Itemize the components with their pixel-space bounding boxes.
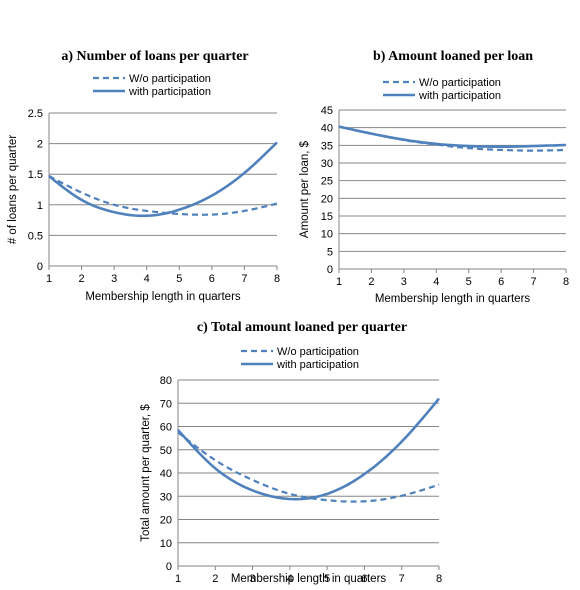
x-tick-label: 7 — [241, 273, 247, 285]
chart-title: b) Amount loaned per loan — [373, 49, 533, 64]
x-tick-label: 7 — [399, 573, 405, 585]
y-tick-label: 0.5 — [28, 230, 43, 242]
y-axis-label: Total amount per quarter, $ — [140, 404, 152, 542]
x-tick-label: 2 — [368, 276, 374, 288]
y-tick-label: 5 — [327, 246, 333, 258]
chart-title: a) Number of loans per quarter — [61, 49, 248, 64]
x-axis-label: Membership length in quarters — [231, 573, 387, 585]
chart-title: c) Total amount loaned per quarter — [197, 320, 407, 335]
series-line-with-participation — [177, 397, 441, 501]
legend-label: with participation — [276, 359, 359, 371]
y-tick-label: 0 — [327, 264, 333, 276]
chart-panel-0: a) Number of loans per quarter 0 0.5 1 1.5 2 2… — [7, 49, 280, 303]
y-tick-label: 20 — [160, 515, 172, 527]
x-tick-label: 1 — [46, 273, 52, 285]
legend-label: with participation — [418, 90, 501, 102]
series-line-with-participation — [48, 141, 278, 218]
legend-label: W/o participation — [277, 346, 359, 358]
y-tick-label: 10 — [160, 538, 172, 550]
x-tick-label: 1 — [336, 276, 342, 288]
y-tick-label: 70 — [160, 398, 172, 410]
x-tick-label: 4 — [433, 276, 439, 288]
y-tick-label: 60 — [160, 422, 172, 434]
y-tick-label: 45 — [321, 105, 333, 117]
x-tick-label: 3 — [401, 276, 407, 288]
y-tick-label: 40 — [321, 123, 333, 135]
legend-label: with participation — [128, 86, 211, 98]
x-tick-label: 5 — [324, 573, 330, 585]
x-tick-label: 8 — [274, 273, 280, 285]
x-tick-label: 6 — [209, 273, 215, 285]
x-tick-label: 3 — [111, 273, 117, 285]
y-tick-label: 2.5 — [28, 108, 43, 120]
x-tick-label: 5 — [466, 276, 472, 288]
y-tick-label: 2 — [37, 139, 43, 151]
x-tick-label: 2 — [79, 273, 85, 285]
chart-panel-2: c) Total amount loaned per quarter 0 10 20 3… — [140, 320, 442, 585]
x-tick-label: 3 — [250, 573, 256, 585]
series-line-without-participation — [338, 125, 567, 152]
x-tick-label: 2 — [212, 573, 218, 585]
y-tick-label: 50 — [160, 445, 172, 457]
y-tick-label: 35 — [321, 140, 333, 152]
y-tick-label: 1.5 — [28, 169, 43, 181]
y-tick-label: 0 — [166, 561, 172, 573]
y-tick-label: 40 — [160, 468, 172, 480]
x-tick-label: 6 — [361, 573, 367, 585]
series-line-without-participation — [48, 175, 278, 216]
y-tick-label: 1 — [37, 200, 43, 212]
x-tick-label: 4 — [144, 273, 150, 285]
y-tick-label: 80 — [160, 375, 172, 387]
x-tick-label: 8 — [563, 276, 569, 288]
legend-label: W/o participation — [419, 77, 501, 89]
y-tick-label: 10 — [321, 229, 333, 241]
x-axis-label: Membership length in quarters — [375, 293, 531, 305]
x-tick-label: 7 — [531, 276, 537, 288]
y-tick-label: 0 — [37, 261, 43, 273]
x-tick-label: 4 — [287, 573, 293, 585]
legend-label: W/o participation — [129, 73, 211, 85]
y-tick-label: 15 — [321, 211, 333, 223]
y-axis-label: Amount per loan, $ — [299, 140, 311, 238]
y-axis-label: # of loans per quarter — [7, 135, 19, 244]
y-tick-label: 30 — [321, 158, 333, 170]
chart-panel-1: b) Amount loaned per loan051015202530354… — [299, 49, 569, 305]
y-tick-label: 25 — [321, 176, 333, 188]
series-line-without-participation — [177, 431, 440, 503]
series-line-with-participation — [338, 125, 567, 148]
x-tick-label: 6 — [498, 276, 504, 288]
x-tick-label: 8 — [436, 573, 442, 585]
x-tick-label: 5 — [176, 273, 182, 285]
x-tick-label: 1 — [175, 573, 181, 585]
y-tick-label: 30 — [160, 491, 172, 503]
x-axis-label: Membership length in quarters — [85, 291, 241, 303]
y-tick-label: 20 — [321, 193, 333, 205]
